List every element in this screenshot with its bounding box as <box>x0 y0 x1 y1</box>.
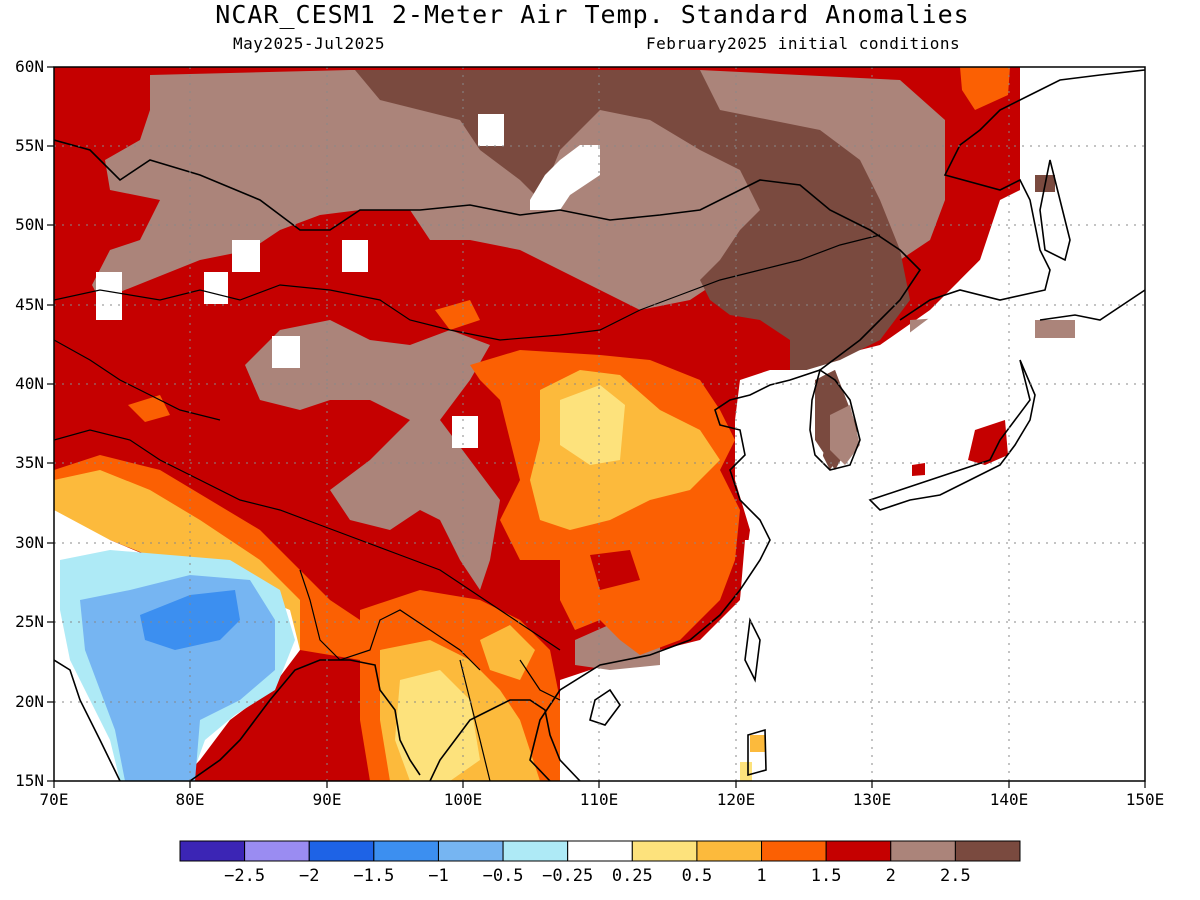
longitude-labels: 70E 80E 90E 100E 110E 120E 130E 140E 150… <box>40 790 1165 809</box>
colorbar <box>179 840 1021 862</box>
lon-label: 130E <box>853 790 892 809</box>
lon-label: 90E <box>313 790 342 809</box>
coastlines <box>54 69 1145 781</box>
anomaly-field <box>54 67 1145 781</box>
colorbar-label: −0.5 <box>483 866 524 886</box>
colorbar-swatch <box>437 840 504 862</box>
forecast-period: May2025-Jul2025 <box>233 34 385 53</box>
colorbar-labels: −2.5 −2 −1.5 −1 −0.5 −0.25 0.25 0.5 1 1.5 2 2.5 <box>224 866 971 886</box>
lat-label: 60N <box>15 57 44 76</box>
lon-label: 100E <box>444 790 483 809</box>
lat-label: 55N <box>15 136 44 155</box>
colorbar-label: 2.5 <box>940 866 971 886</box>
colorbar-swatch <box>502 840 569 862</box>
lat-label: 50N <box>15 215 44 234</box>
lon-label: 120E <box>717 790 756 809</box>
lon-label: 140E <box>990 790 1029 809</box>
map-title: NCAR_CESM1 2-Meter Air Temp. Standard An… <box>215 0 970 29</box>
colorbar-label: −1.5 <box>353 866 394 886</box>
lat-label: 25N <box>15 612 44 631</box>
colorbar-label: 2 <box>886 866 896 886</box>
lon-label: 110E <box>580 790 619 809</box>
lat-label: 20N <box>15 692 44 711</box>
colorbar-swatch <box>761 840 827 862</box>
latitude-labels: 60N 55N 50N 45N 40N 35N 30N 25N 20N 15N <box>15 57 44 790</box>
axis-ticks <box>47 66 1146 788</box>
colorbar-swatch <box>825 840 892 862</box>
colorbar-swatch <box>244 840 310 862</box>
colorbar-label: 1.5 <box>811 866 842 886</box>
lat-label: 30N <box>15 533 44 552</box>
colorbar-label: 0.5 <box>682 866 713 886</box>
colorbar-label: 1 <box>756 866 766 886</box>
colorbar-swatch <box>631 840 698 862</box>
colorbar-swatch <box>890 840 956 862</box>
lat-label: 45N <box>15 295 44 314</box>
lon-label: 80E <box>176 790 205 809</box>
initial-conditions: February2025 initial conditions <box>646 34 961 53</box>
colorbar-label: −1 <box>428 866 448 886</box>
colorbar-label: −2 <box>299 866 319 886</box>
lat-label: 35N <box>15 453 44 472</box>
lat-label: 40N <box>15 374 44 393</box>
graticule <box>54 67 1145 781</box>
country-borders <box>54 234 881 781</box>
colorbar-label: −2.5 <box>224 866 265 886</box>
lon-label: 70E <box>40 790 69 809</box>
colorbar-swatch <box>179 840 246 862</box>
colorbar-swatch <box>567 840 633 862</box>
colorbar-swatch <box>696 840 763 862</box>
lat-label: 15N <box>15 771 44 790</box>
colorbar-swatch <box>373 840 439 862</box>
lon-label: 150E <box>1126 790 1165 809</box>
colorbar-swatch <box>308 840 375 862</box>
colorbar-label: −0.25 <box>542 866 593 886</box>
colorbar-swatch <box>954 840 1021 862</box>
colorbar-label: 0.25 <box>612 866 653 886</box>
